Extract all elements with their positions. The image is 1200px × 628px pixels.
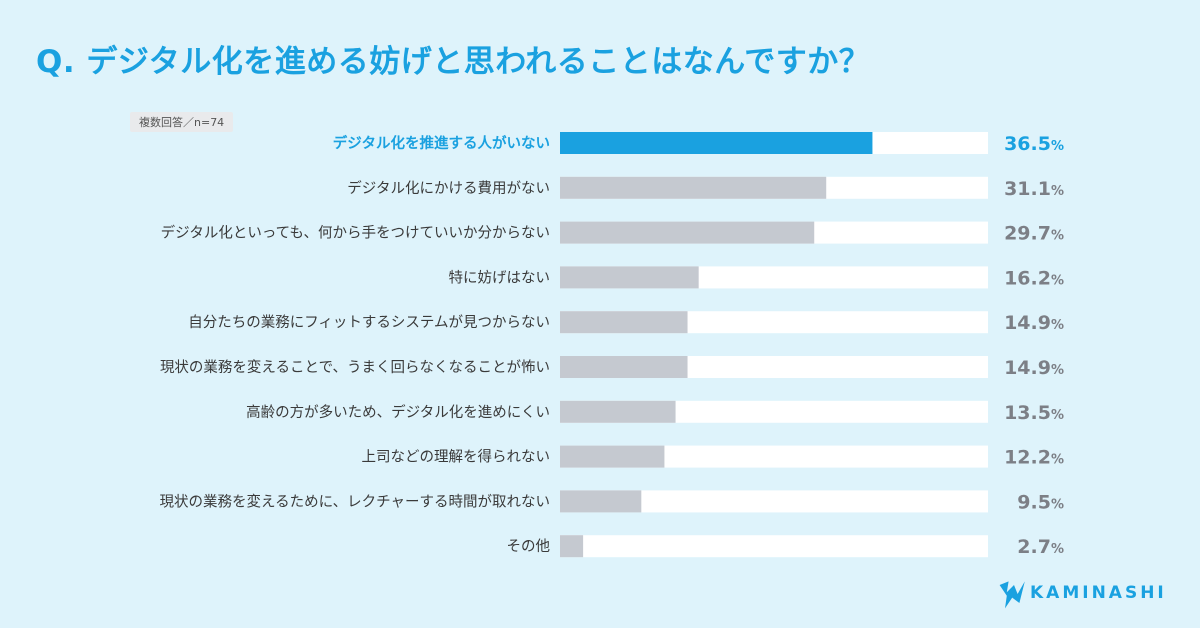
value-label: 2.7% xyxy=(1017,536,1064,558)
sample-size-note: 複数回答／n=74 xyxy=(130,112,234,132)
bar xyxy=(560,176,827,199)
value-label: 31.1% xyxy=(1004,178,1064,200)
value-label: 12.2% xyxy=(1004,447,1064,469)
brand-name: KAMINASHI xyxy=(1030,583,1167,603)
value-label: 29.7% xyxy=(1004,223,1064,245)
bar-row: その他 2.7% xyxy=(507,535,1064,558)
bar xyxy=(560,132,873,154)
category-label: 特に妨げはない xyxy=(449,269,551,286)
value-label: 9.5% xyxy=(1017,491,1064,513)
category-label: デジタル化にかける費用がない xyxy=(347,179,550,197)
category-label: 高齢の方が多いため、デジタル化を進めにくい xyxy=(246,403,550,421)
bar-row: 自分たちの業務にフィットするシステムが見つからない 14.9% xyxy=(188,311,1064,334)
bar xyxy=(560,221,815,244)
bar-row: 特に妨げはない 16.2% xyxy=(449,266,1064,289)
bar-row: 高齢の方が多いため、デジタル化を進めにくい 13.5% xyxy=(246,400,1064,424)
category-label: 現状の業務を変えるために、レクチャーする時間が取れない xyxy=(160,493,550,510)
bar-track xyxy=(560,490,988,513)
category-label: 自分たちの業務にフィットするシステムが見つからない xyxy=(188,314,550,331)
bar-row: 上司などの理解を得られない 12.2% xyxy=(362,445,1064,469)
category-label: デジタル化といっても、何から手をつけていいか分からない xyxy=(161,224,550,242)
bar xyxy=(560,490,642,513)
bar xyxy=(560,535,584,558)
value-label: 13.5% xyxy=(1004,402,1064,424)
bar xyxy=(560,400,676,423)
bar xyxy=(560,266,699,289)
value-label: 14.9% xyxy=(1004,312,1064,334)
value-label: 36.5% xyxy=(1004,133,1064,155)
category-label: デジタル化を推進する人がいない xyxy=(333,134,550,152)
category-label: 上司などの理解を得られない xyxy=(362,449,551,466)
bar xyxy=(560,311,688,334)
kaminashi-logo-icon xyxy=(999,581,1025,609)
bar-row: デジタル化を推進する人がいない 36.5% xyxy=(333,132,1064,155)
bar xyxy=(560,356,688,378)
bar xyxy=(560,445,665,468)
bar-row: デジタル化といっても、何から手をつけていいか分からない 29.7% xyxy=(161,221,1064,245)
value-label: 14.9% xyxy=(1004,357,1064,379)
bar-row: 現状の業務を変えるために、レクチャーする時間が取れない 9.5% xyxy=(160,490,1064,513)
category-label: 現状の業務を変えることで、うまく回らなくなることが怖い xyxy=(160,359,550,376)
bar-track xyxy=(560,445,988,468)
bar-row: 現状の業務を変えることで、うまく回らなくなることが怖い 14.9% xyxy=(160,356,1064,379)
bar-track xyxy=(560,535,988,558)
category-label: その他 xyxy=(507,538,551,555)
value-label: 16.2% xyxy=(1004,267,1064,289)
bar-row: デジタル化にかける費用がない 31.1% xyxy=(347,176,1064,200)
chart-title: Q. デジタル化を進める妨げと思われることはなんですか？ xyxy=(36,44,871,80)
